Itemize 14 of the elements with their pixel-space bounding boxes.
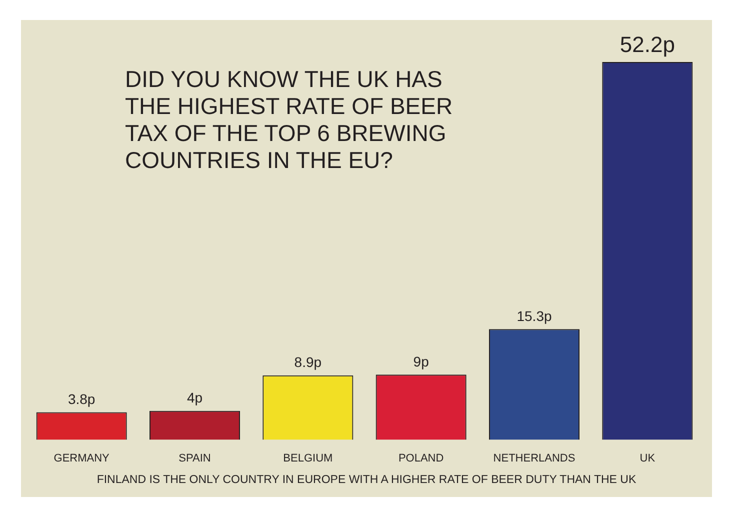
- data-label: 15.3p: [516, 308, 552, 324]
- x-tick-label: NETHERLANDS: [493, 452, 576, 464]
- data-label: 9p: [413, 354, 430, 370]
- data-label: 52.2p: [620, 32, 675, 58]
- data-label: 4p: [186, 390, 203, 406]
- text: FINLAND IS THE ONLY COUNTRY IN EUROPE WITH A HIGHER RATE OF BEER DUTY THAN THE UK: [96, 474, 638, 486]
- text: DID YOU KNOW THE UK HAS THE HIGHEST RATE OF BEER TAX OF THE TOP 6 BREWING COUNTRIES IN THE EU?: [125, 66, 454, 174]
- x-tick-label: POLAND: [398, 452, 444, 464]
- x-tick-label: UK: [640, 452, 656, 464]
- x-tick-label: GERMANY: [54, 452, 110, 464]
- data-label: 3.8p: [68, 391, 96, 408]
- data-label: 8.9p: [294, 354, 322, 370]
- x-tick-label: SPAIN: [178, 452, 211, 464]
- x-tick-label: BELGIUM: [283, 452, 333, 464]
